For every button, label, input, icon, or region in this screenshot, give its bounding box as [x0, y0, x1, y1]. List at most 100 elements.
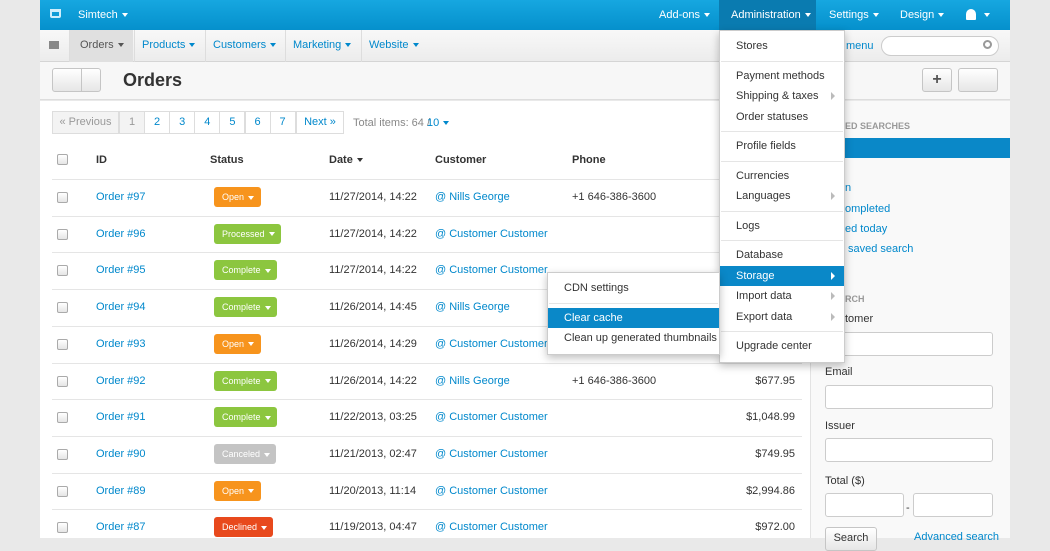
- order-id[interactable]: Order #93: [96, 337, 146, 350]
- checkbox[interactable]: [57, 302, 68, 314]
- advanced-search[interactable]: Advanced search: [914, 531, 999, 543]
- customer[interactable]: @ Nills George: [435, 374, 510, 387]
- nav-tab[interactable]: Customers: [213, 39, 277, 51]
- saved-search-link[interactable]: saved search: [848, 243, 914, 255]
- customer[interactable]: @ Customer Customer: [435, 337, 548, 350]
- top-menu[interactable]: Administration: [731, 9, 811, 21]
- order-id[interactable]: Order #96: [96, 227, 146, 240]
- customer[interactable]: @ Customer Customer: [435, 521, 548, 534]
- saved-search-link[interactable]: n: [845, 182, 852, 194]
- text-input[interactable]: [913, 493, 993, 517]
- status-badge[interactable]: Complete: [214, 260, 277, 281]
- back-button[interactable]: [52, 68, 101, 92]
- status-badge[interactable]: Open: [214, 187, 261, 207]
- menu-item[interactable]: Upgrade center: [736, 340, 812, 352]
- settings-button[interactable]: [958, 68, 998, 92]
- customer[interactable]: @ Customer Customer: [435, 447, 548, 460]
- checkbox[interactable]: [57, 228, 68, 240]
- per-page[interactable]: 10: [427, 117, 450, 129]
- page-number[interactable]: 1: [119, 111, 145, 134]
- customer[interactable]: @ Customer Customer: [435, 264, 548, 277]
- order-id[interactable]: Order #92: [96, 374, 146, 387]
- search-input[interactable]: [881, 36, 999, 56]
- menu-link[interactable]: menu: [846, 40, 874, 52]
- menu-item[interactable]: Profile fields: [736, 140, 796, 152]
- cart-icon[interactable]: [50, 9, 61, 18]
- order-id[interactable]: Order #89: [96, 484, 146, 497]
- brand[interactable]: Simtech: [78, 9, 128, 21]
- menu-item[interactable]: Shipping & taxes: [720, 86, 844, 107]
- status-badge[interactable]: Complete: [214, 407, 277, 428]
- menu-item[interactable]: Clean up generated thumbnails: [564, 332, 717, 344]
- checkbox[interactable]: [57, 448, 68, 460]
- checkbox[interactable]: [57, 485, 68, 497]
- menu-item[interactable]: Languages: [720, 186, 844, 207]
- prev-page[interactable]: « Previous: [52, 111, 119, 134]
- customer[interactable]: @ Nills George: [435, 301, 510, 314]
- text-input[interactable]: [825, 385, 993, 409]
- menu-item[interactable]: Order statuses: [736, 110, 809, 123]
- order-id[interactable]: Order #94: [96, 301, 146, 314]
- menu-divider: [721, 160, 843, 162]
- nav-tab[interactable]: Marketing: [293, 39, 352, 51]
- caret: [412, 43, 419, 48]
- column-header[interactable]: Date: [329, 154, 363, 166]
- page-number[interactable]: 7: [269, 111, 296, 134]
- user-icon[interactable]: [966, 9, 976, 20]
- status-badge[interactable]: Processed: [214, 223, 281, 244]
- checkbox[interactable]: [57, 412, 68, 424]
- top-menu[interactable]: Add-ons: [659, 9, 710, 21]
- text-input[interactable]: [825, 493, 904, 517]
- menu-item[interactable]: Payment methods: [736, 69, 825, 82]
- customer[interactable]: @ Customer Customer: [435, 484, 548, 497]
- saved-search-link[interactable]: ed today: [845, 223, 888, 235]
- status-badge[interactable]: Complete: [214, 297, 277, 318]
- top-menu[interactable]: Design: [900, 9, 945, 21]
- customer[interactable]: @ Nills George: [435, 191, 510, 203]
- menu-item[interactable]: Storage: [720, 265, 844, 286]
- next-page[interactable]: Next »: [296, 111, 344, 134]
- page-number[interactable]: 4: [194, 111, 221, 134]
- customer[interactable]: @ Customer Customer: [435, 411, 548, 424]
- status-badge[interactable]: Declined: [214, 517, 273, 538]
- menu-item[interactable]: Logs: [736, 219, 760, 232]
- menu-divider: [721, 331, 843, 332]
- menu-item[interactable]: CDN settings: [564, 282, 629, 294]
- top-menu[interactable]: Settings: [829, 9, 879, 21]
- saved-search-link[interactable]: ompleted: [845, 203, 891, 215]
- page-number[interactable]: 5: [219, 111, 246, 134]
- page-number[interactable]: 2: [144, 111, 171, 134]
- order-id[interactable]: Order #97: [96, 191, 146, 203]
- nav-tab[interactable]: Products: [142, 39, 196, 51]
- status-badge[interactable]: Open: [214, 480, 261, 501]
- checkbox[interactable]: [57, 522, 68, 534]
- checkbox[interactable]: [57, 192, 68, 203]
- order-id[interactable]: Order #87: [96, 521, 146, 534]
- menu-item[interactable]: Database: [736, 249, 784, 261]
- order-id[interactable]: Order #95: [96, 264, 146, 277]
- checkbox[interactable]: [57, 265, 68, 277]
- home-tab[interactable]: [40, 30, 70, 62]
- order-id[interactable]: Order #91: [96, 411, 146, 424]
- status-badge[interactable]: Complete: [214, 370, 277, 391]
- page-number[interactable]: 6: [244, 111, 271, 134]
- menu-item[interactable]: Import data: [720, 286, 844, 307]
- search-button[interactable]: Search: [825, 527, 877, 551]
- text-input[interactable]: [825, 332, 993, 356]
- menu-item[interactable]: Currencies: [736, 169, 790, 182]
- nav-tab[interactable]: Orders: [80, 39, 124, 51]
- text-input[interactable]: [825, 438, 993, 462]
- menu-item[interactable]: Clear cache: [548, 307, 719, 328]
- menu-item[interactable]: Export data: [720, 307, 844, 328]
- order-id[interactable]: Order #90: [96, 447, 146, 460]
- status-badge[interactable]: Open: [214, 333, 261, 354]
- page-number[interactable]: 3: [169, 111, 196, 134]
- checkbox[interactable]: [57, 154, 68, 165]
- menu-item[interactable]: Stores: [736, 40, 768, 52]
- checkbox[interactable]: [57, 375, 68, 387]
- status-badge[interactable]: Canceled: [214, 443, 276, 464]
- checkbox[interactable]: [57, 338, 68, 350]
- customer[interactable]: @ Customer Customer: [435, 227, 548, 240]
- add-button[interactable]: +: [922, 68, 952, 92]
- nav-tab[interactable]: Website: [369, 39, 419, 51]
